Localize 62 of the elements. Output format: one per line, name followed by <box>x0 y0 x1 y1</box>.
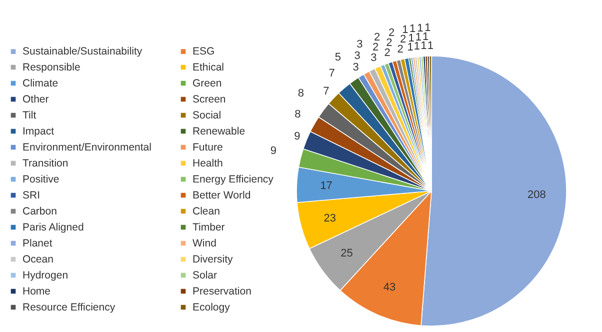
legend-label: SRI <box>22 189 40 202</box>
data-label: 9 <box>270 145 277 158</box>
legend-label: Hydrogen <box>22 269 68 282</box>
data-label: 8 <box>298 87 304 100</box>
legend-label: Social <box>192 109 222 122</box>
legend-label: Resource Efficiency <box>22 301 116 314</box>
data-label: 3 <box>352 61 359 74</box>
legend-label: Wind <box>192 237 217 250</box>
data-label: 2 <box>400 34 406 46</box>
data-label: 23 <box>324 212 336 224</box>
legend-label: Carbon <box>22 205 58 218</box>
data-label: 3 <box>370 52 377 64</box>
legend-label: Climate <box>22 77 58 90</box>
data-label: 208 <box>528 189 546 202</box>
legend-label: Tilt <box>22 109 36 122</box>
legend-label: Responsible <box>22 61 80 74</box>
data-label: 1 <box>407 42 414 54</box>
data-label: 5 <box>334 52 342 64</box>
legend-label: Better World <box>192 189 251 202</box>
legend-label: Environment/Environmental <box>22 141 152 154</box>
data-label: 2 <box>397 43 404 56</box>
legend-label: Health <box>192 157 224 170</box>
legend-label: Green <box>192 77 222 90</box>
data-label: 7 <box>323 85 330 98</box>
legend-label: Impact <box>22 125 54 138</box>
data-label: 3 <box>354 50 360 62</box>
data-label: 3 <box>356 38 363 51</box>
legend-label: ESG <box>192 46 215 58</box>
legend-label: Sustainable/Sustainability <box>22 46 143 58</box>
legend-label: Other <box>22 93 50 106</box>
data-label: 9 <box>294 130 300 142</box>
data-label: 1 <box>402 24 408 36</box>
data-label: 1 <box>414 40 420 53</box>
legend-label: Energy Efficiency <box>192 173 274 186</box>
legend-label: Timber <box>192 221 226 234</box>
legend-label: Ecology <box>192 301 231 314</box>
legend-label: Paris Aligned <box>22 221 84 234</box>
data-label: 25 <box>340 247 353 260</box>
data-label: 43 <box>383 282 396 294</box>
data-label: 17 <box>320 180 332 192</box>
data-label: 2 <box>388 26 395 39</box>
legend-label: Ocean <box>22 253 54 266</box>
data-label: 2 <box>384 46 390 59</box>
legend-label: Preservation <box>192 285 252 298</box>
legend-label: Transition <box>22 157 68 170</box>
data-label: 2 <box>372 42 379 54</box>
legend-label: Planet <box>22 237 52 250</box>
data-label: 2 <box>374 31 380 44</box>
legend-label: Home <box>22 285 51 298</box>
data-label: 2 <box>386 36 392 49</box>
legend-label: Solar <box>192 269 218 282</box>
legend-label: Clean <box>192 205 220 218</box>
data-label: 8 <box>294 108 301 121</box>
data-label: 1 <box>420 40 427 52</box>
legend-label: Positive <box>22 173 60 186</box>
legend-label: Renewable <box>192 125 246 138</box>
data-label: 1 <box>427 40 434 52</box>
legend-label: Diversity <box>192 253 234 266</box>
legend-label: Ethical <box>192 61 224 74</box>
legend-label: Screen <box>192 93 226 106</box>
legend-label: Future <box>192 141 224 154</box>
data-label: 7 <box>328 68 335 80</box>
